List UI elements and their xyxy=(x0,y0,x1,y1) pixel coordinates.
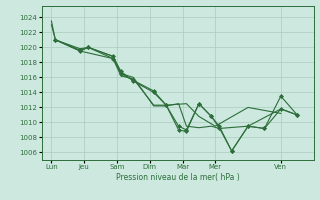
X-axis label: Pression niveau de la mer( hPa ): Pression niveau de la mer( hPa ) xyxy=(116,173,239,182)
